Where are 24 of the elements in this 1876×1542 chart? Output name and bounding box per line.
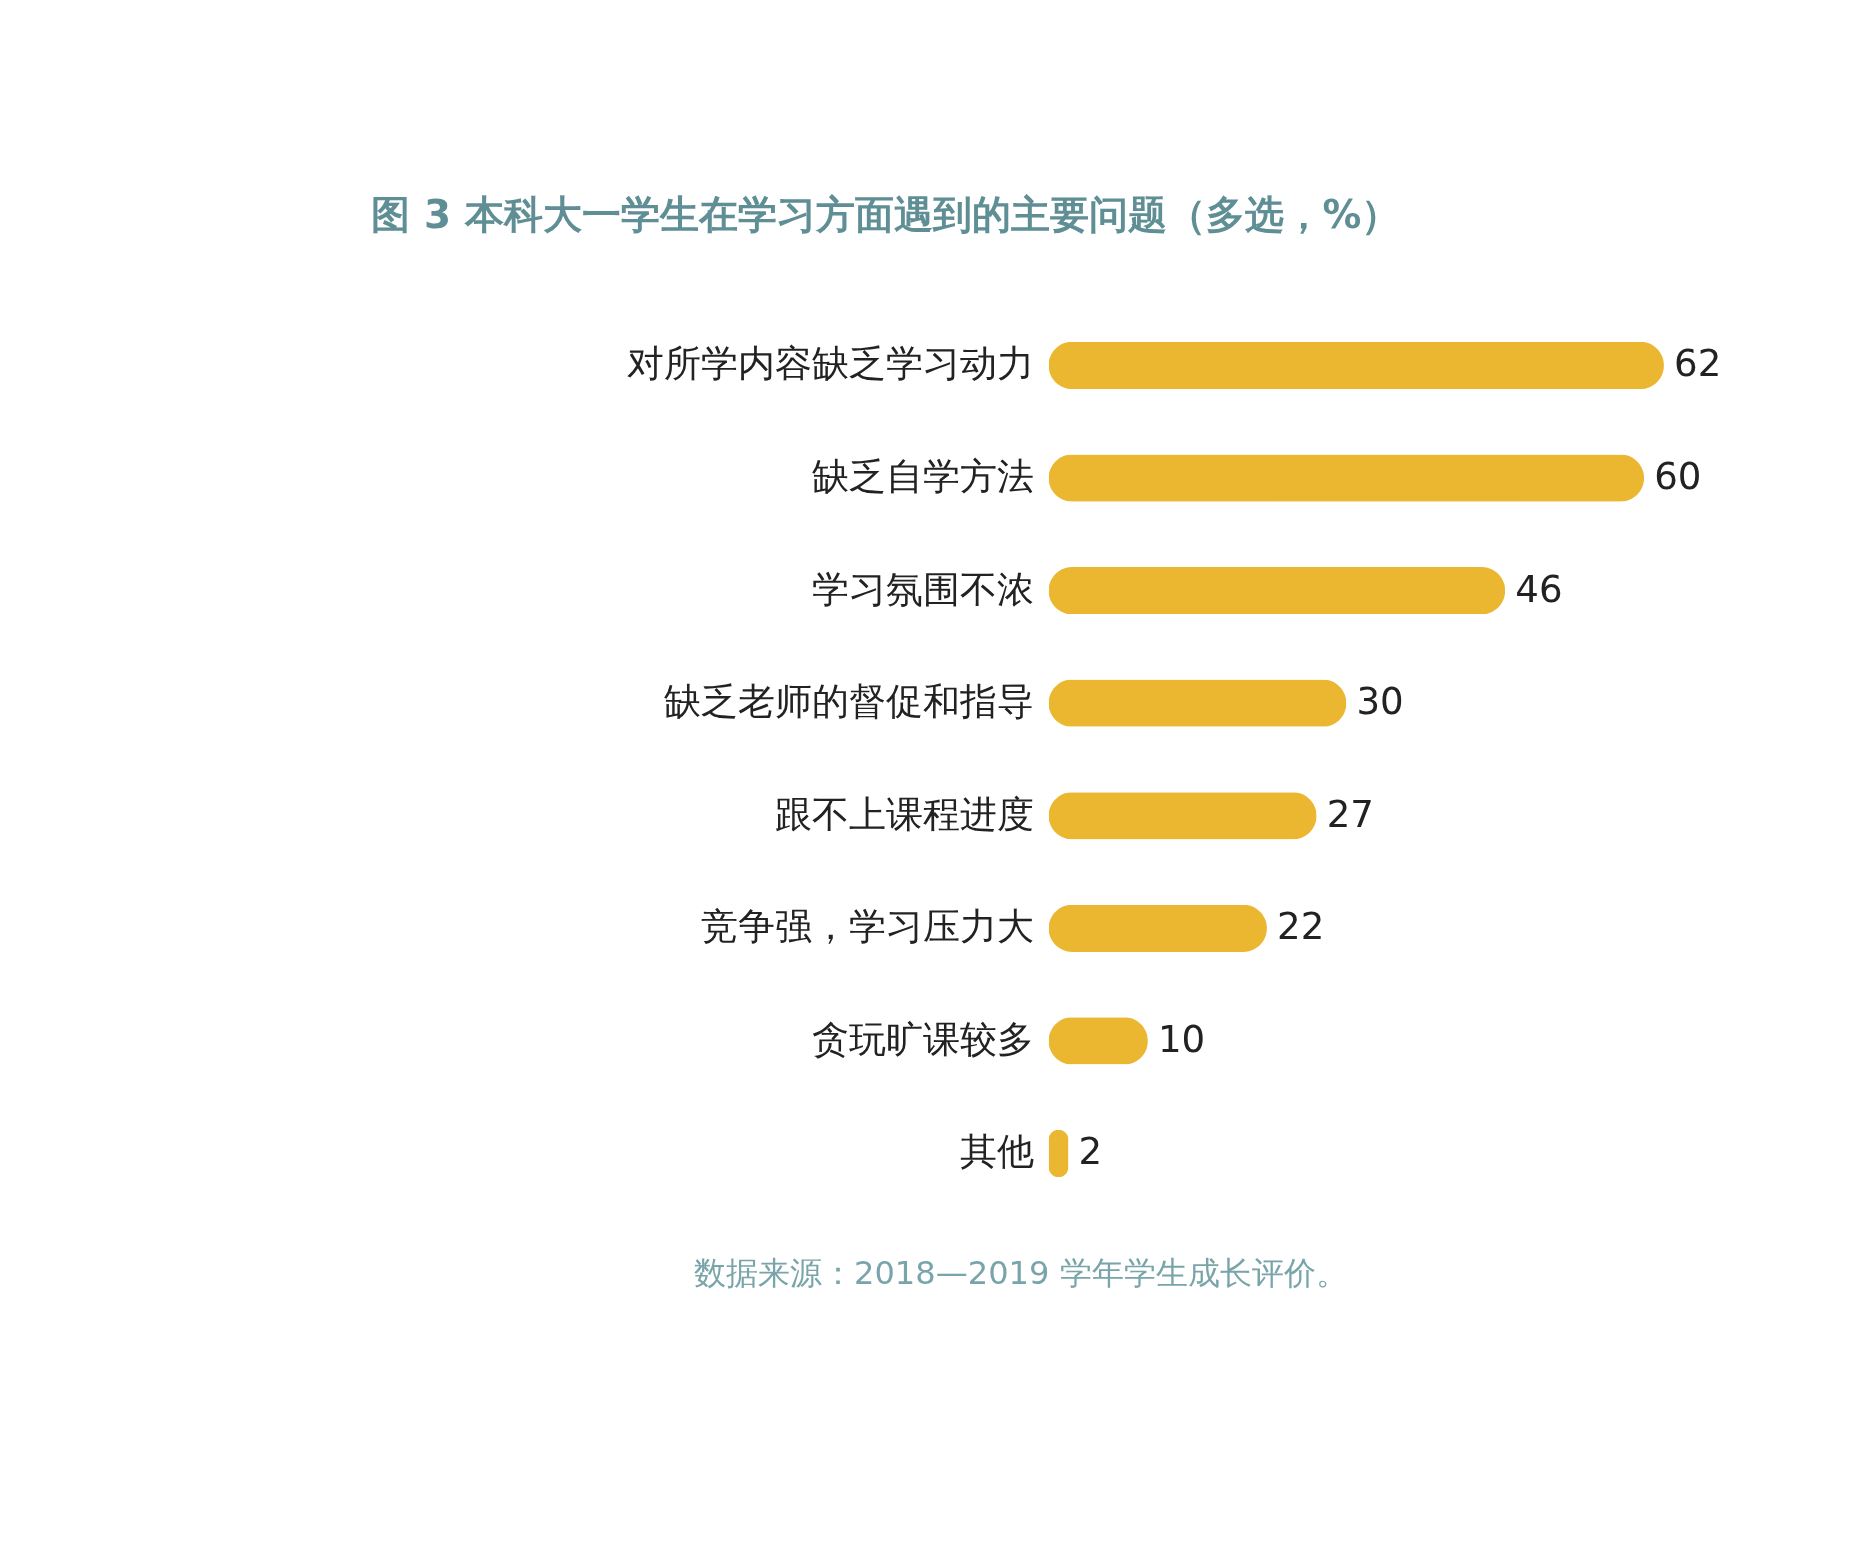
bar	[1048, 792, 1317, 840]
data-label: 62	[1674, 342, 1722, 386]
data-label: 46	[1515, 567, 1563, 611]
y-tick-label: 对所学内容缺乏学习动力	[626, 342, 1034, 386]
data-label: 30	[1356, 680, 1404, 724]
y-tick-label: 缺乏老师的督促和指导	[663, 680, 1034, 724]
bar	[1048, 341, 1664, 390]
y-tick-label: 贪玩旷课较多	[811, 1017, 1034, 1061]
data-label: 60	[1654, 455, 1702, 499]
bar	[1048, 566, 1506, 615]
y-tick-label: 缺乏自学方法	[811, 455, 1034, 499]
bar	[1048, 904, 1267, 952]
y-tick-label: 竞争强，学习压力大	[700, 905, 1034, 949]
bar	[1048, 679, 1347, 727]
source-note: 数据来源：2018—2019 学年学生成长评价。	[694, 1253, 1348, 1292]
chart-title: 图 3 本科大一学生在学习方面遇到的主要问题（多选，%）	[371, 191, 1401, 237]
data-label: 27	[1326, 792, 1374, 836]
data-label: 2	[1078, 1130, 1103, 1174]
data-label: 22	[1277, 905, 1325, 949]
data-label: 10	[1157, 1017, 1206, 1061]
y-tick-label: 跟不上课程进度	[774, 792, 1034, 836]
bar	[1048, 454, 1645, 502]
y-tick-label: 其他	[959, 1130, 1034, 1174]
y-tick-label: 学习氛围不浓	[811, 567, 1034, 611]
